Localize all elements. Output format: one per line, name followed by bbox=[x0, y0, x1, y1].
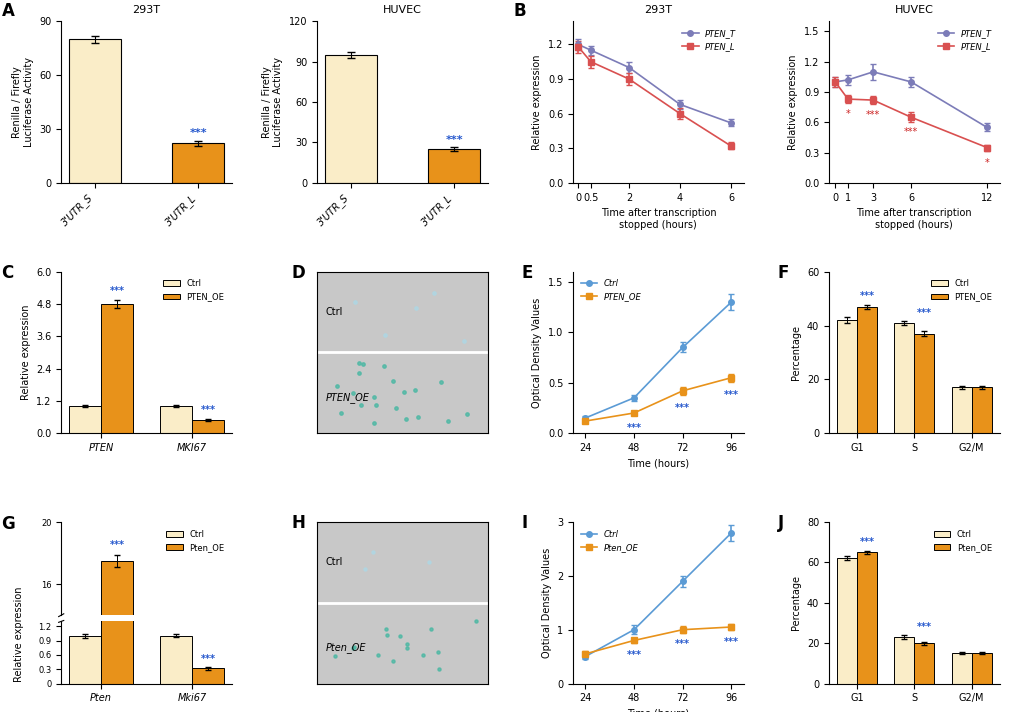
Legend: Ctrl, Pten_OE: Ctrl, Pten_OE bbox=[162, 526, 227, 555]
Text: ***: *** bbox=[675, 403, 690, 413]
Bar bbox=[894, 637, 913, 684]
Bar bbox=[856, 553, 876, 684]
Bar bbox=[101, 0, 132, 684]
Bar bbox=[971, 653, 990, 684]
Y-axis label: Relative expression: Relative expression bbox=[788, 54, 798, 150]
Text: Pten_OE: Pten_OE bbox=[325, 642, 366, 654]
Text: *: * bbox=[845, 109, 850, 119]
Title: HUVEC: HUVEC bbox=[894, 5, 932, 15]
X-axis label: Time after transcription
stopped (hours): Time after transcription stopped (hours) bbox=[600, 208, 715, 230]
Legend: PTEN_T, PTEN_L: PTEN_T, PTEN_L bbox=[933, 26, 995, 54]
Text: *: * bbox=[983, 157, 988, 167]
Title: 293T: 293T bbox=[132, 5, 160, 15]
Text: Ctrl: Ctrl bbox=[325, 307, 342, 317]
Text: I: I bbox=[522, 514, 528, 532]
Text: PTEN_OE: PTEN_OE bbox=[325, 392, 369, 403]
Y-axis label: Percentage: Percentage bbox=[791, 325, 801, 380]
Bar bbox=[856, 307, 876, 433]
X-axis label: Time (hours): Time (hours) bbox=[627, 459, 689, 468]
Bar bbox=[836, 558, 856, 684]
Y-axis label: Relative expression: Relative expression bbox=[13, 586, 23, 681]
Legend: PTEN_T, PTEN_L: PTEN_T, PTEN_L bbox=[678, 26, 739, 54]
Y-axis label: Relative expression: Relative expression bbox=[20, 305, 31, 400]
Legend: Ctrl, PTEN_OE: Ctrl, PTEN_OE bbox=[577, 276, 644, 305]
X-axis label: Time after transcription
stopped (hours): Time after transcription stopped (hours) bbox=[856, 208, 971, 230]
Y-axis label: Relative expression: Relative expression bbox=[532, 54, 542, 150]
Bar bbox=[951, 653, 971, 684]
Y-axis label: Renilla / Firefly
Luciferase Activity: Renilla / Firefly Luciferase Activity bbox=[262, 57, 283, 147]
Text: Ctrl: Ctrl bbox=[325, 557, 342, 567]
Text: ***: *** bbox=[865, 110, 879, 120]
Y-axis label: Renilla / Firefly
Luciferase Activity: Renilla / Firefly Luciferase Activity bbox=[12, 57, 34, 147]
X-axis label: Time (hours): Time (hours) bbox=[627, 709, 689, 712]
Title: 293T: 293T bbox=[644, 5, 672, 15]
Text: ***: *** bbox=[723, 637, 738, 646]
Y-axis label: Optical Density Values: Optical Density Values bbox=[541, 548, 551, 658]
Text: ***: *** bbox=[626, 423, 641, 433]
Bar bbox=[160, 636, 192, 684]
Text: ***: *** bbox=[916, 622, 931, 632]
Text: A: A bbox=[1, 2, 14, 20]
Text: ***: *** bbox=[201, 654, 215, 664]
Text: ***: *** bbox=[859, 291, 873, 301]
Point bbox=[1003, 600, 1019, 612]
Text: ***: *** bbox=[903, 127, 917, 137]
Text: ***: *** bbox=[445, 135, 463, 145]
Text: J: J bbox=[777, 514, 784, 532]
Text: C: C bbox=[1, 263, 13, 282]
Bar bbox=[913, 334, 933, 433]
Y-axis label: Percentage: Percentage bbox=[791, 575, 801, 630]
Bar bbox=[172, 143, 224, 183]
Bar bbox=[101, 561, 132, 712]
Text: ***: *** bbox=[859, 538, 873, 548]
Text: ***: *** bbox=[109, 540, 124, 550]
Title: HUVEC: HUVEC bbox=[382, 5, 422, 15]
Text: F: F bbox=[777, 263, 789, 282]
Legend: Ctrl, Pten_OE: Ctrl, Pten_OE bbox=[577, 526, 641, 555]
Bar bbox=[913, 643, 933, 684]
Point bbox=[1013, 31, 1019, 42]
Text: E: E bbox=[522, 263, 533, 282]
Text: ***: *** bbox=[109, 286, 124, 296]
Bar bbox=[836, 320, 856, 433]
Bar bbox=[192, 669, 224, 684]
Bar bbox=[971, 387, 990, 433]
Text: G: G bbox=[1, 515, 15, 533]
Point bbox=[774, 534, 791, 545]
Bar bbox=[69, 636, 101, 684]
Bar bbox=[192, 420, 224, 433]
Bar bbox=[69, 39, 120, 183]
Bar bbox=[428, 150, 480, 183]
Bar bbox=[160, 407, 192, 433]
Text: ***: *** bbox=[675, 639, 690, 649]
Text: ***: *** bbox=[201, 404, 215, 414]
Text: D: D bbox=[291, 263, 305, 282]
Bar bbox=[951, 387, 971, 433]
Point bbox=[812, 554, 828, 565]
Text: B: B bbox=[513, 2, 526, 20]
Text: H: H bbox=[291, 514, 305, 532]
Y-axis label: Optical Density Values: Optical Density Values bbox=[532, 298, 542, 407]
Text: ***: *** bbox=[723, 389, 738, 399]
Point bbox=[830, 0, 847, 2]
Bar bbox=[69, 407, 101, 433]
Legend: Ctrl, Pten_OE: Ctrl, Pten_OE bbox=[929, 526, 995, 555]
Text: ***: *** bbox=[626, 649, 641, 659]
Bar bbox=[101, 304, 132, 433]
Legend: Ctrl, PTEN_OE: Ctrl, PTEN_OE bbox=[160, 276, 227, 305]
Text: ***: *** bbox=[916, 308, 931, 318]
Legend: Ctrl, PTEN_OE: Ctrl, PTEN_OE bbox=[926, 276, 995, 305]
Bar bbox=[894, 323, 913, 433]
Bar bbox=[325, 55, 376, 183]
Text: ***: *** bbox=[190, 128, 207, 138]
